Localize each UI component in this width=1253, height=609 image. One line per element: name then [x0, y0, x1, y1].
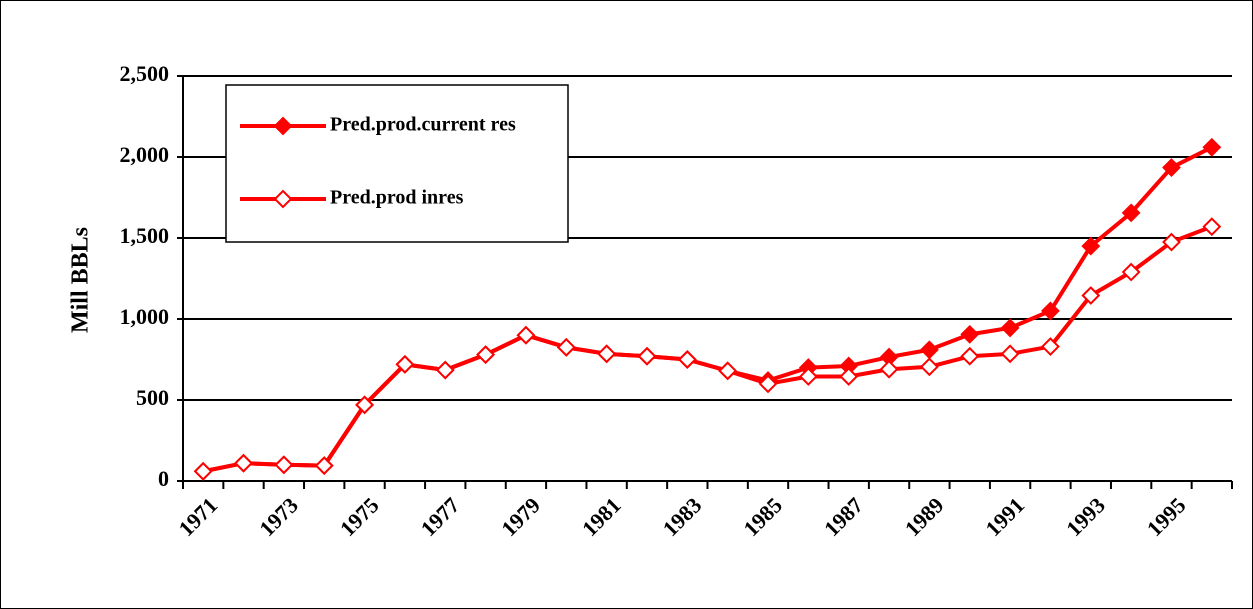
- legend-label: Pred.prod inres: [330, 187, 464, 209]
- y-tick-label: 2,000: [120, 142, 170, 167]
- data-point: [1162, 158, 1181, 177]
- data-point: [355, 395, 374, 415]
- data-point: [960, 324, 980, 344]
- data-point: [1041, 337, 1060, 356]
- y-tick-label: 1,500: [120, 223, 170, 248]
- data-point: [476, 345, 496, 365]
- data-point: [1081, 286, 1101, 305]
- y-tick-label: 0: [158, 466, 169, 491]
- data-point: [1081, 236, 1101, 256]
- data-point: [1041, 301, 1060, 321]
- data-point: [677, 350, 697, 369]
- data-point: [879, 359, 899, 379]
- data-point: [960, 346, 980, 366]
- legend-box: [225, 84, 569, 243]
- y-tick-label: 1,000: [120, 304, 170, 329]
- data-point: [798, 367, 818, 386]
- y-tick-label: 500: [136, 385, 169, 410]
- data-point: [274, 455, 294, 475]
- data-point: [234, 453, 253, 473]
- data-point: [1121, 203, 1141, 223]
- data-point: [1000, 344, 1020, 364]
- data-point: [637, 346, 657, 366]
- data-point: [516, 325, 536, 345]
- legend-marker: [273, 189, 293, 209]
- data-point: [556, 337, 576, 357]
- data-point: [314, 456, 334, 476]
- data-point: [1202, 217, 1222, 237]
- y-tick-label: 2,500: [120, 61, 170, 86]
- data-point: [839, 367, 859, 386]
- legend-label: Pred.prod.current res: [330, 114, 516, 136]
- y-axis-label: Mill BBLs: [68, 227, 94, 333]
- data-point: [718, 361, 738, 381]
- data-point: [919, 357, 939, 377]
- legend-marker: [273, 116, 293, 136]
- data-point: [597, 344, 617, 364]
- data-point: [758, 374, 778, 394]
- data-point: [435, 360, 455, 380]
- data-point: [1162, 232, 1181, 252]
- data-point: [193, 461, 213, 481]
- data-point: [1121, 262, 1141, 282]
- data-point: [1202, 137, 1222, 157]
- data-point: [395, 354, 415, 374]
- data-point: [1000, 318, 1020, 338]
